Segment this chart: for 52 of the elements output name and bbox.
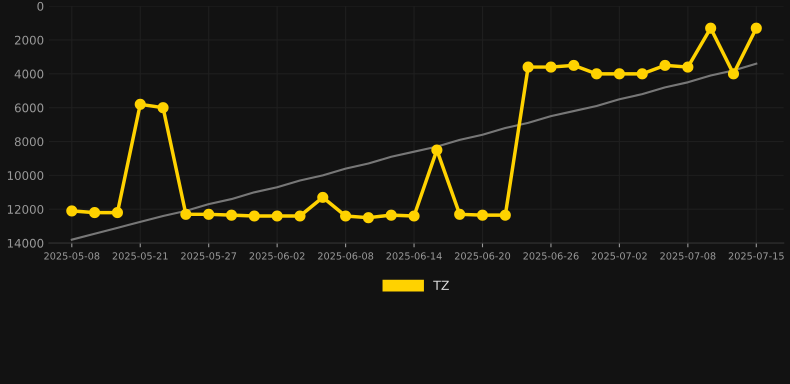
y-tick-label: 10000 <box>8 171 44 180</box>
point <box>705 22 716 34</box>
x-tick-label: 2025-07-15 <box>728 252 784 260</box>
point <box>545 62 557 73</box>
point <box>591 68 602 80</box>
legend-label: TZ <box>433 280 449 290</box>
point <box>226 210 238 221</box>
point <box>89 207 100 218</box>
point <box>66 205 78 216</box>
point <box>682 62 694 73</box>
point <box>454 208 466 220</box>
point <box>431 144 442 156</box>
x-tick-label: 2025-06-08 <box>318 252 374 260</box>
y-tick-label: 8000 <box>14 137 44 146</box>
x-tick-label: 2025-06-14 <box>386 252 442 260</box>
x-tick-label: 2025-05-27 <box>181 252 236 260</box>
point <box>203 208 214 220</box>
point <box>248 210 260 222</box>
point <box>614 68 625 80</box>
point <box>408 210 420 222</box>
point <box>728 68 740 80</box>
point <box>568 60 580 71</box>
x-tick-label: 2025-05-21 <box>112 252 168 260</box>
point <box>362 212 374 224</box>
point <box>522 62 534 73</box>
point <box>500 210 511 221</box>
x-tick-label: 2025-06-26 <box>523 252 579 260</box>
point <box>112 207 123 218</box>
x-tick-label: 2025-07-08 <box>660 252 716 260</box>
y-tick-label: 12000 <box>8 204 44 214</box>
y-tick-label: 14000 <box>8 238 44 248</box>
point <box>476 210 488 221</box>
x-tick-label: 2025-07-02 <box>592 252 647 260</box>
point <box>272 210 283 222</box>
x-tick-label: 2025-06-02 <box>250 252 304 260</box>
point <box>636 68 648 80</box>
y-tick-label: 4000 <box>14 70 44 78</box>
x-tick-label: 2025-05-08 <box>44 252 100 260</box>
y-tick-label: 6000 <box>14 103 44 112</box>
y-tick-label: 2000 <box>14 36 44 45</box>
point <box>340 210 352 222</box>
point <box>134 98 146 110</box>
point <box>180 208 192 220</box>
point <box>158 102 169 114</box>
point <box>294 210 306 222</box>
point <box>317 192 328 203</box>
x-tick-label: 2025-06-20 <box>454 252 510 260</box>
point <box>659 60 671 71</box>
point <box>386 210 397 221</box>
line-series <box>70 62 758 241</box>
point <box>750 22 762 34</box>
y-tick-label: 0 <box>37 2 44 11</box>
